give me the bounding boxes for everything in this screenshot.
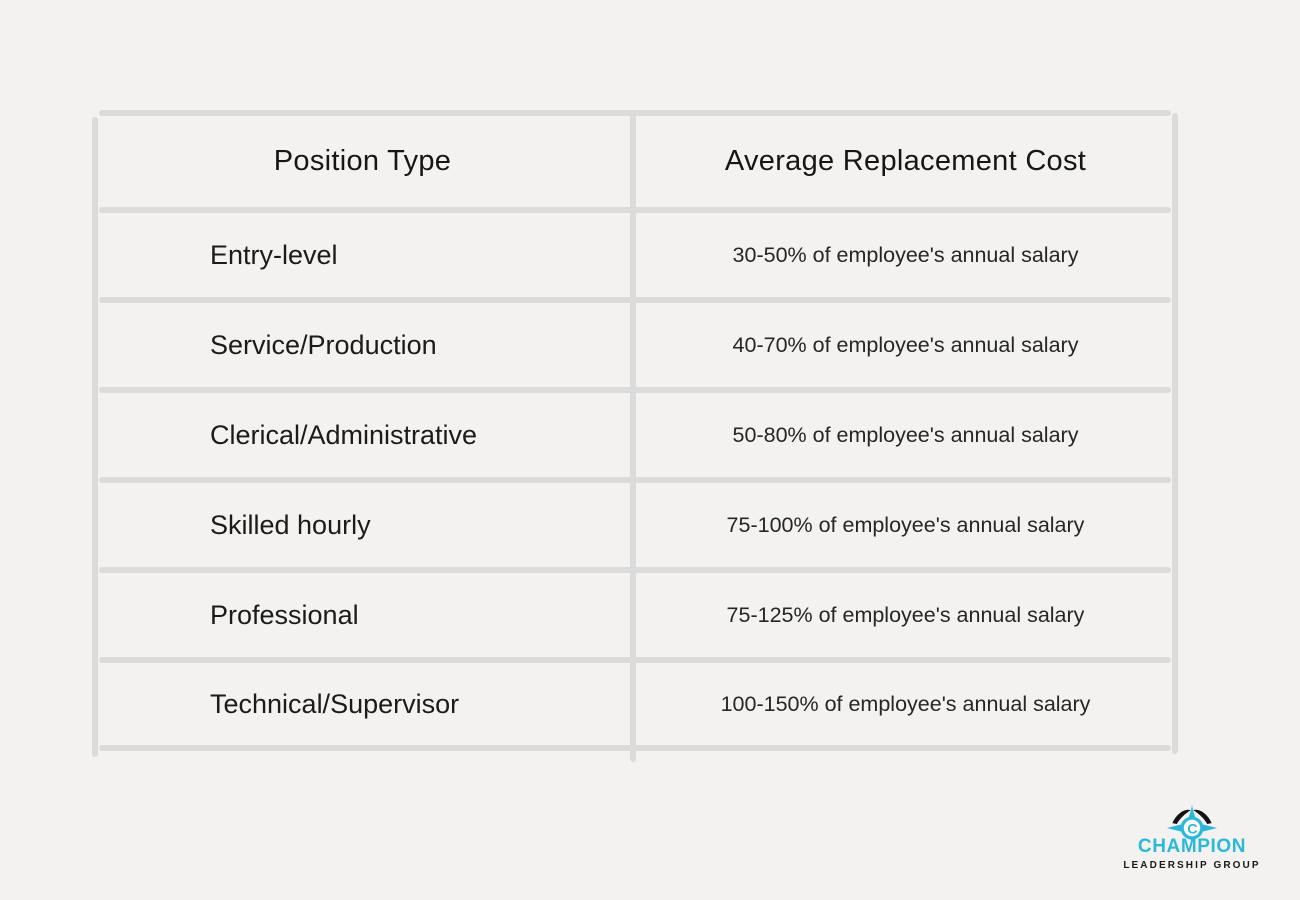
position-cell: Clerical/Administrative — [210, 419, 478, 450]
table-border-left — [92, 117, 98, 757]
table-border-right — [1172, 113, 1178, 754]
compass-icon: C — [1167, 804, 1217, 844]
table-column-divider — [630, 110, 636, 762]
cost-cell: 40-70% of employee's annual salary — [732, 332, 1079, 357]
column-header-cost: Average Replacement Cost — [724, 145, 1087, 177]
position-cell: Skilled hourly — [210, 509, 371, 540]
column-header-position: Position Type — [273, 145, 452, 177]
cost-cell: 100-150% of employee's annual salary — [720, 691, 1091, 716]
cost-cell: 75-100% of employee's annual salary — [726, 512, 1085, 537]
champion-logo: C CHAMPION LEADERSHIP GROUP — [1122, 804, 1262, 871]
position-cell: Technical/Supervisor — [210, 688, 460, 719]
cost-cell: 75-125% of employee's annual salary — [726, 602, 1085, 627]
svg-text:C: C — [1187, 821, 1197, 837]
cost-cell: 50-80% of employee's annual salary — [732, 422, 1079, 447]
position-cell: Service/Production — [210, 329, 437, 360]
cost-cell: 30-50% of employee's annual salary — [732, 242, 1079, 267]
brand-subtitle: LEADERSHIP GROUP — [1123, 860, 1261, 871]
brand-name: CHAMPION — [1137, 836, 1247, 857]
replacement-cost-table: Position Type Average Replacement Cost E… — [92, 110, 1178, 765]
position-cell: Professional — [210, 599, 359, 630]
table-grid: Position Type Average Replacement Cost E… — [92, 113, 1178, 748]
position-cell: Entry-level — [210, 239, 338, 270]
